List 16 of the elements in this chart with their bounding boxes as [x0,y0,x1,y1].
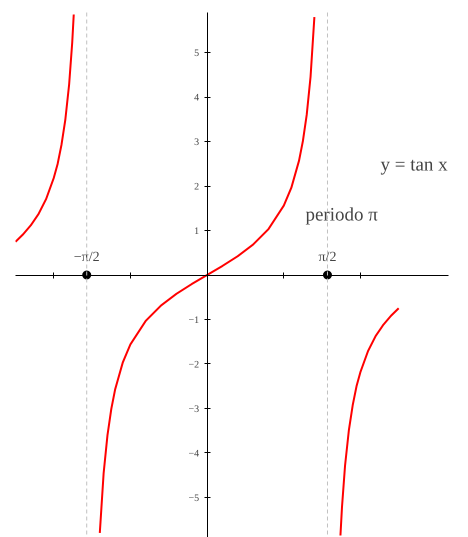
y-tick-label: 5 [194,48,200,60]
y-tick-label: 2 [194,182,200,193]
x-tick-label: −π/2 [74,250,100,265]
line-series [339,307,400,536]
y-tick-label: −2 [188,359,200,370]
line-series [16,14,75,243]
x-tick-label: π/2 [318,250,336,265]
y-tick-label: −1 [188,314,200,326]
annotation: y = tan x [380,154,448,176]
y-tick-label: −5 [188,492,200,504]
y-tick-label: −4 [188,448,200,460]
annotation: periodo π [306,204,378,226]
y-tick-label: 4 [194,92,200,104]
y-tick-label: 1 [194,226,200,238]
y-tick-label: 3 [194,137,200,148]
y-tick-label: −3 [188,404,200,415]
